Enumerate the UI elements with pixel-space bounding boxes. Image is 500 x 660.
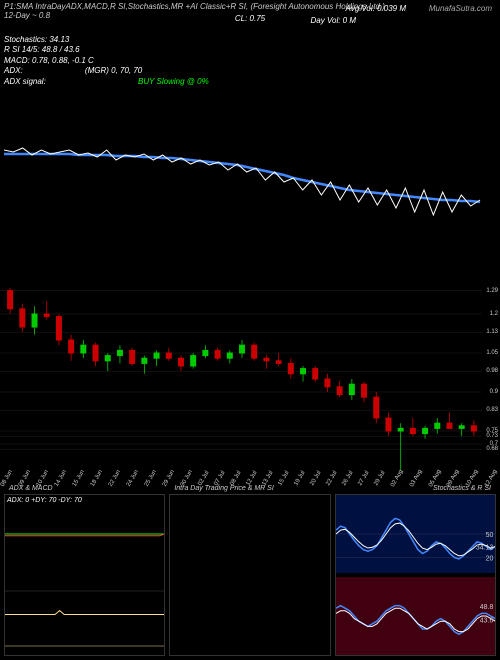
header-source: MunafaSutra.com — [429, 4, 492, 13]
adx-signal-label: ADX signal: — [4, 77, 46, 86]
y-tick: 1.2 — [490, 311, 498, 317]
y-tick: 0.68 — [486, 446, 498, 452]
y-tick: 0.83 — [486, 407, 498, 413]
svg-text:34.13: 34.13 — [476, 544, 494, 551]
chart-header: P1:SMA IntraDayADX,MACD,R SI,Stochastics… — [4, 2, 496, 22]
header-avg-vol: Avg Vol: 0.039 M — [346, 4, 406, 13]
line-chart-svg — [0, 100, 500, 230]
stoch-svg: 50 34.13 20 48.8 43.6 — [336, 495, 495, 655]
sma-line-chart — [0, 100, 500, 230]
mgr-value: (MGR) 0, 70, 70 — [85, 66, 142, 75]
stochastics-title: Stochastics & R SI — [433, 485, 491, 492]
y-tick: 0.73 — [486, 433, 498, 439]
rsi-value: R SI 14/5: 48.8 / 43.6 — [4, 45, 209, 55]
stochastics-value: Stochastics: 34.13 — [4, 35, 209, 45]
y-tick: 1.13 — [486, 329, 498, 335]
header-day-vol: Day Vol: 0 M — [311, 16, 357, 25]
adx-values-label: ADX: 0 +DY: 70 -DY: 70 — [7, 497, 82, 504]
adx-row: ADX: (MGR) 0, 70, 70 — [4, 66, 209, 76]
adx-label: ADX: — [4, 66, 23, 75]
svg-text:43.6: 43.6 — [479, 618, 493, 625]
indicator-readout: Stochastics: 34.13 R SI 14/5: 48.8 / 43.… — [4, 35, 209, 87]
candle-chart-svg — [0, 275, 482, 470]
adx-signal-row: ADX signal: BUY Slowing @ 0% — [4, 77, 209, 87]
y-tick: 1.05 — [486, 350, 498, 356]
header-close: CL: 0.75 — [235, 14, 265, 23]
stochastics-panel: Stochastics & R SI 5034.132048.843.6 — [335, 494, 496, 656]
svg-text:50: 50 — [485, 532, 493, 539]
adx-macd-title: ADX & MACD — [9, 485, 53, 492]
buy-signal: BUY Slowing @ 0% — [138, 77, 209, 86]
intraday-panel: Intra Day Trading Price & MR SI — [169, 494, 330, 656]
svg-text:48.8: 48.8 — [479, 604, 493, 611]
svg-text:20: 20 — [485, 555, 493, 562]
adx-svg — [5, 495, 164, 655]
y-tick: 0.98 — [486, 368, 498, 374]
indicator-panels: ADX & MACD ADX: 0 +DY: 70 -DY: 70 Intra … — [4, 494, 496, 656]
y-tick: 1.29 — [486, 288, 498, 294]
intraday-title: Intra Day Trading Price & MR SI — [174, 485, 273, 492]
candlestick-chart: 1.291.21.131.050.980.90.830.750.730.70.6… — [0, 275, 482, 470]
price-y-axis: 1.291.21.131.050.980.90.830.750.730.70.6… — [482, 275, 500, 470]
adx-macd-panel: ADX & MACD ADX: 0 +DY: 70 -DY: 70 — [4, 494, 165, 656]
macd-value: MACD: 0.78, 0.88, -0.1 C — [4, 56, 209, 66]
header-indicators-line: P1:SMA IntraDayADX,MACD,R SI,Stochastics… — [4, 2, 496, 11]
y-tick: 0.9 — [490, 389, 498, 395]
